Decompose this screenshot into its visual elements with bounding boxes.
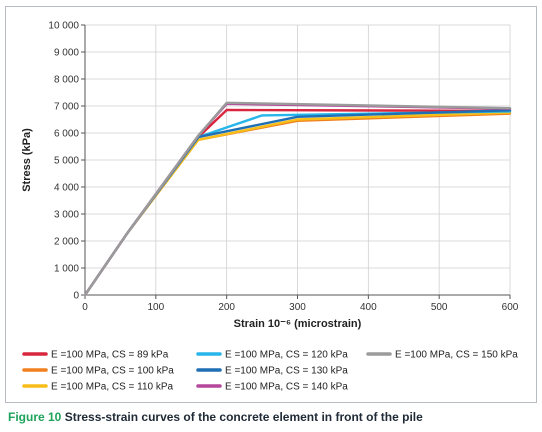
x-tick-label: 100 [147,302,164,313]
x-tick-label: 400 [360,302,377,313]
y-tick-label: 1 000 [54,264,79,275]
legend-label-3: E =100 MPa, CS = 110 kPa [51,382,174,393]
legend-label-1: E =100 MPa, CS = 89 kPa [51,350,169,361]
x-tick-label: 0 [82,302,88,313]
y-tick-label: 10 000 [48,21,79,32]
legend-label-4: E =100 MPa, CS = 120 kPa [225,350,348,361]
figure-label: Figure 10 [8,410,62,424]
legend: E =100 MPa, CS = 89 kPa E =100 MPa, CS = … [22,350,518,393]
y-tick-label: 6 000 [54,129,79,140]
legend-label-5: E =100 MPa, CS = 130 kPa [225,366,348,377]
y-tick-label: 9 000 [54,48,79,59]
y-tick-label: 8 000 [54,75,79,86]
grid [84,24,511,296]
y-tick-label: 3 000 [54,210,79,221]
chart-frame: 0 1 000 2 000 3 000 4 000 5 000 6 000 7 000 8 00… [5,6,537,403]
y-tick-label: 2 000 [54,237,79,248]
stress-strain-chart: 0 1 000 2 000 3 000 4 000 5 000 6 000 7 000 8 00… [21,21,519,393]
x-tick-label: 200 [218,302,235,313]
y-axis-title: Stress (kPa) [21,128,33,192]
legend-label-7: E =100 MPa, CS = 150 kPa [395,350,518,361]
x-tick-label: 300 [289,302,306,313]
x-tick-label: 600 [502,302,519,313]
y-tick-label: 0 [73,291,79,302]
x-tick-label: 500 [431,302,448,313]
series-lines [83,101,512,297]
y-tick-label: 4 000 [54,183,79,194]
y-tick-label: 5 000 [54,156,79,167]
legend-label-2: E =100 MPa, CS = 100 kPa [51,366,174,377]
axes: 0 1 000 2 000 3 000 4 000 5 000 6 000 7 000 8 00… [21,21,519,331]
figure-caption: Figure 10 Stress-strain curves of the co… [8,410,423,424]
series-line-7 [83,101,512,297]
x-axis-title: Strain 10⁻⁶ (microstrain) [234,318,362,330]
caption-text: Stress-strain curves of the concrete ele… [64,410,423,424]
legend-label-6: E =100 MPa, CS = 140 kPa [225,382,348,393]
y-tick-label: 7 000 [54,102,79,113]
